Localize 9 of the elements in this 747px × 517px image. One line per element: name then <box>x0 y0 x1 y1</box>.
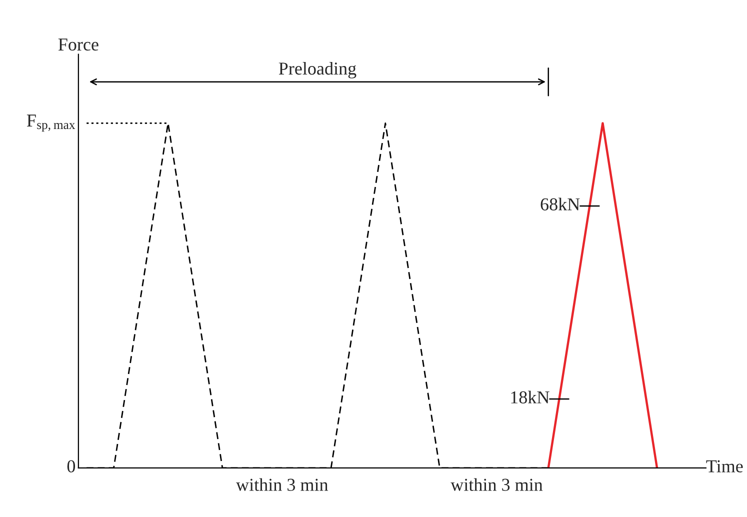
y-axis-title: Force <box>58 38 98 51</box>
annotation: 18kN <box>511 390 550 404</box>
text: within 3 min <box>236 478 328 491</box>
annotation: F$_{sp,max}$ <box>26 114 76 132</box>
annotation: 0 <box>67 460 76 472</box>
text: Preloading <box>278 62 356 78</box>
text: within 3 min <box>450 478 543 491</box>
annotation: 68kN <box>540 198 580 210</box>
x-axis-title: Time <box>706 460 743 472</box>
